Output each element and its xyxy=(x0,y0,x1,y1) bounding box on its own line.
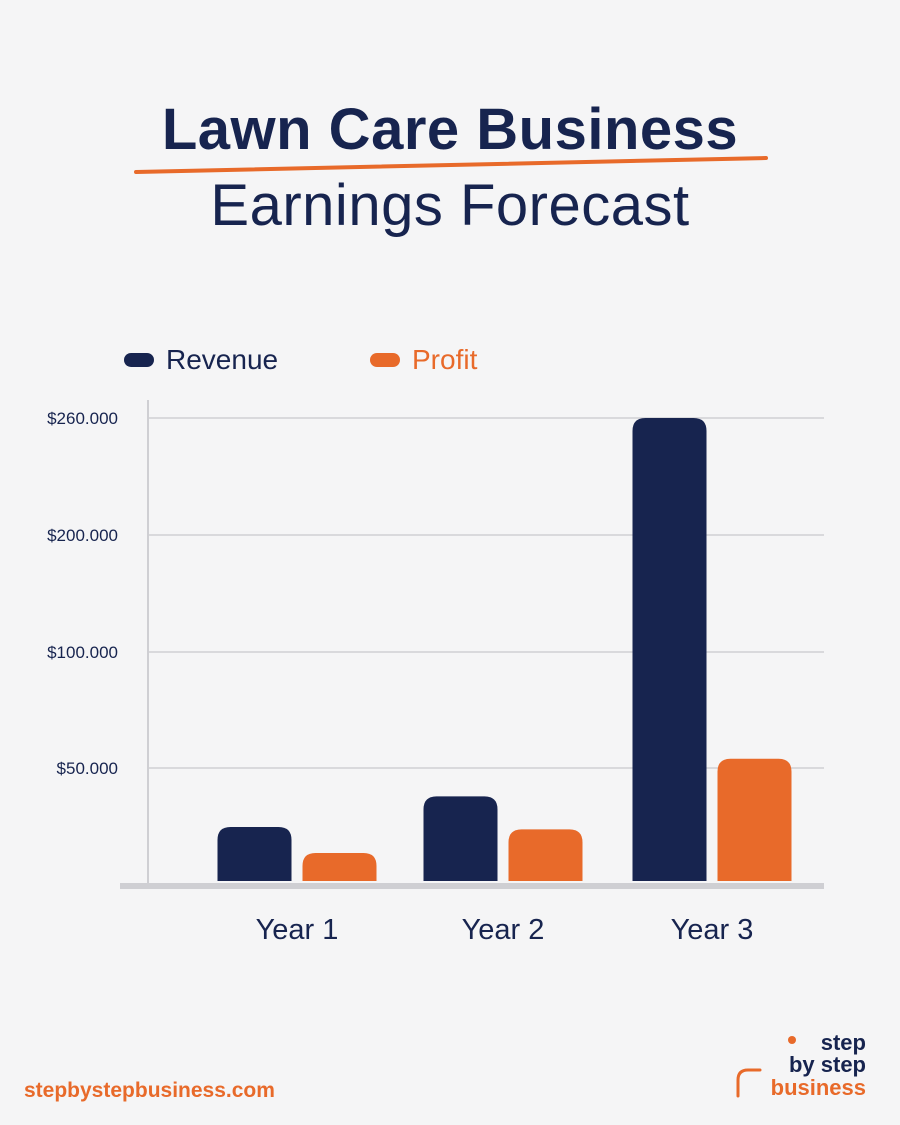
y-tick-label: $100.000 xyxy=(47,643,118,662)
y-tick-label: $200.000 xyxy=(47,526,118,545)
logo-text-step: step xyxy=(820,1030,866,1055)
x-tick-label: Year 3 xyxy=(671,914,754,946)
bar-profit-3 xyxy=(717,758,792,881)
logo-text-by-step: by step xyxy=(788,1052,866,1077)
legend-swatch-profit xyxy=(370,353,400,367)
y-tick-label: $50.000 xyxy=(57,759,118,778)
legend-item-profit: Profit xyxy=(370,344,477,376)
bar-revenue-1 xyxy=(217,827,292,881)
logo-text-business: business xyxy=(770,1075,866,1100)
chart-title: Lawn Care Business xyxy=(161,97,739,162)
bar-profit-1 xyxy=(302,852,377,881)
bar-chart: $50.000 $100.000 $200.000 $260.000 Year 1 Yea… xyxy=(47,400,824,946)
brand-logo: step by step business xyxy=(730,1030,880,1104)
x-tick-label: Year 1 xyxy=(256,914,339,946)
legend-label-profit: Profit xyxy=(412,344,478,375)
x-tick-label: Year 2 xyxy=(462,914,545,946)
y-tick-label: $260.000 xyxy=(47,409,118,428)
logo-mark-icon xyxy=(736,1036,796,1098)
legend-item-revenue: Revenue xyxy=(124,344,278,376)
legend-swatch-revenue xyxy=(124,353,154,367)
chart-subtitle: Earnings Forecast xyxy=(210,173,690,238)
title-underline xyxy=(134,156,768,174)
bar-revenue-3 xyxy=(632,418,707,881)
bar-profit-2 xyxy=(508,829,583,881)
bar-revenue-2 xyxy=(423,796,498,881)
legend-label-revenue: Revenue xyxy=(166,344,279,375)
footer-url[interactable]: stepbystepbusiness.com xyxy=(24,1079,275,1102)
